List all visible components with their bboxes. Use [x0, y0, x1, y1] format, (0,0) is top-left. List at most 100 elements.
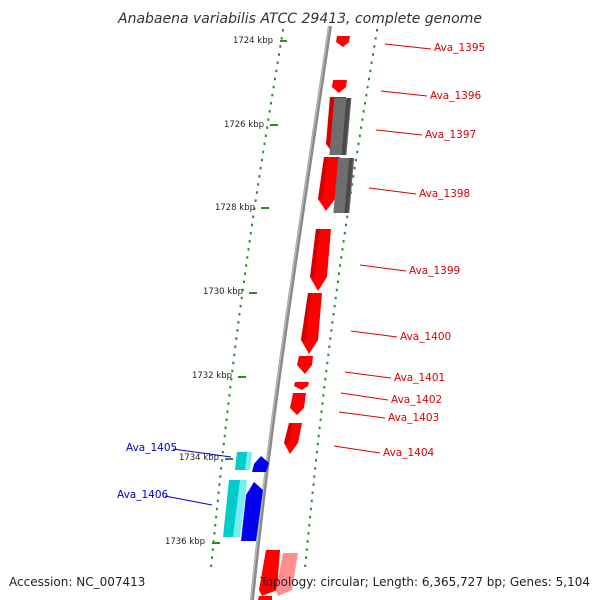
gene-arrow[interactable]	[259, 550, 280, 596]
scale-dot	[238, 313, 241, 316]
gene-arrow[interactable]	[276, 553, 298, 596]
scale-dot	[358, 134, 361, 137]
gene-label-ava-1403[interactable]: Ava_1403	[388, 412, 439, 424]
scale-labels: 1724 kbp 1726 kbp 1728 kbp 1730 kbp 1732…	[165, 36, 273, 547]
scale-dot	[252, 215, 255, 219]
scale-dot	[340, 256, 343, 259]
gene-arrow-ava-1403[interactable]	[290, 393, 306, 415]
scale-dot	[222, 442, 225, 446]
scale-dot	[376, 29, 378, 32]
scale-dot	[247, 248, 250, 251]
scale-dot	[338, 272, 340, 275]
gene-arrow-ava-1396[interactable]	[332, 80, 347, 93]
leader-lines	[164, 43, 432, 506]
scale-dot	[320, 410, 323, 413]
scale-dot	[315, 459, 318, 462]
scale-dot	[216, 499, 219, 503]
scale-dot	[364, 102, 366, 105]
scale-dot	[230, 377, 233, 381]
scale-dot	[335, 288, 338, 292]
gene-label-ava-1400[interactable]: Ava_1400	[400, 331, 451, 343]
gene-arrow-ava-1405[interactable]	[252, 456, 269, 472]
gene-label-ava-1401[interactable]: Ava_1401	[394, 372, 445, 384]
gene-label-ava-1402[interactable]: Ava_1402	[391, 394, 442, 406]
scale-dot	[233, 353, 236, 357]
scale-label: 1732 kbp	[192, 371, 232, 381]
scale-dot	[239, 304, 242, 308]
gene-label-ava-1395[interactable]: Ava_1395	[434, 42, 485, 54]
gene-label-ava-1398[interactable]: Ava_1398	[419, 188, 470, 200]
scale-dot	[212, 540, 215, 543]
scale-dot	[346, 215, 349, 219]
scale-dot	[254, 199, 257, 202]
scale-dot	[278, 53, 280, 56]
scale-dot	[266, 126, 269, 129]
scale-dot	[262, 150, 265, 154]
scale-dot	[315, 450, 318, 454]
scale-dot	[336, 280, 339, 283]
scale-dot	[242, 280, 245, 283]
scale-dot	[353, 166, 356, 170]
scale-dot	[341, 248, 344, 251]
scale-dot	[345, 223, 347, 227]
scale-dot	[282, 29, 284, 32]
scale-dot	[312, 483, 315, 486]
scale-dot	[268, 110, 271, 113]
gene-arrow-ava-1402[interactable]	[294, 382, 309, 390]
map-title: Anabaena variabilis ATCC 29413, complete…	[117, 11, 482, 27]
genome-backbone	[250, 25, 332, 600]
scale-dot	[328, 345, 331, 348]
scale-dot	[325, 369, 328, 373]
scale-dot	[319, 418, 322, 421]
gene-label-ava-1397[interactable]: Ava_1397	[425, 129, 476, 141]
scale-dot	[211, 556, 213, 559]
gene-arrow-ava-1401[interactable]	[297, 356, 313, 374]
scale-dot	[356, 150, 359, 154]
scale-dot	[220, 467, 223, 470]
scale-dot	[227, 402, 230, 405]
scale-dot	[330, 329, 333, 332]
scale-dot	[361, 118, 364, 121]
scale-dot	[310, 499, 313, 503]
scale-dot	[314, 467, 317, 470]
scale-dot	[323, 386, 326, 389]
scale-dot	[329, 337, 332, 340]
gene-labels: Ava_1395 Ava_1396 Ava_1397 Ava_1398 Ava_…	[117, 42, 485, 501]
scale-dot	[332, 313, 335, 316]
scale-dot	[304, 564, 307, 567]
gene-label-ava-1404[interactable]: Ava_1404	[383, 447, 435, 459]
scale-dot	[331, 321, 334, 324]
scale-dot	[251, 223, 253, 227]
scale-dot	[316, 442, 319, 446]
scale-dot	[210, 564, 213, 567]
scale-dot	[211, 548, 214, 551]
gene-label-ava-1396[interactable]: Ava_1396	[430, 90, 482, 102]
scale-dot	[305, 556, 307, 559]
scale-dot	[275, 69, 278, 73]
scale-label: 1736 kbp	[165, 537, 205, 547]
gene-arrow-ava-1395[interactable]	[336, 36, 350, 47]
scale-dot	[229, 386, 232, 389]
scale-dot	[246, 256, 249, 259]
gene-arrow[interactable]	[258, 596, 272, 600]
gene-arrow-ava-1406[interactable]	[241, 482, 263, 541]
scale-dot	[308, 524, 311, 527]
scale-dot	[342, 240, 345, 243]
scale-dot	[339, 264, 342, 267]
scale-dot	[306, 540, 309, 543]
scale-dot	[321, 402, 324, 405]
scale-dot	[366, 85, 369, 89]
gene-label-ava-1405[interactable]: Ava_1405	[126, 442, 177, 454]
scale-dot	[280, 37, 283, 40]
scale-label: 1726 kbp	[224, 120, 264, 130]
scale-dot	[213, 532, 216, 535]
scale-dot	[221, 459, 224, 462]
gene-label-ava-1399[interactable]: Ava_1399	[409, 265, 460, 277]
scale-dot	[217, 491, 220, 494]
gene-label-ava-1406[interactable]: Ava_1406	[117, 489, 169, 501]
scale-dot	[225, 418, 228, 421]
scale-dot	[327, 353, 330, 357]
scale-label: 1730 kbp	[203, 287, 243, 297]
scale-dot	[374, 37, 377, 40]
